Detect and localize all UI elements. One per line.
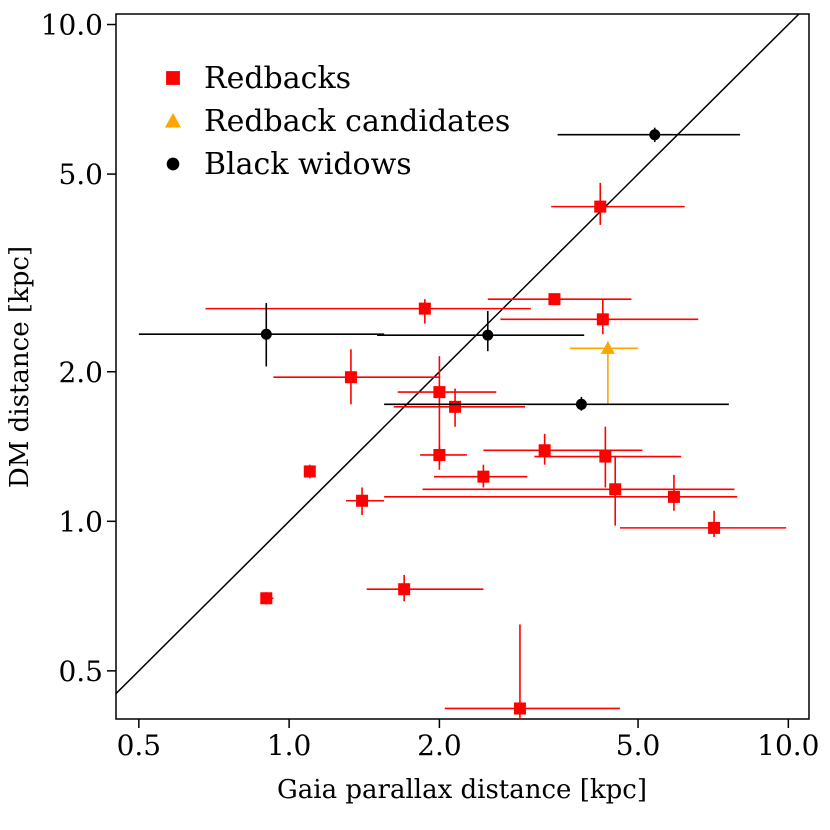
legend-marker: [166, 71, 180, 85]
redback-point: [596, 313, 609, 326]
redback-point: [344, 371, 357, 384]
redback-point: [303, 465, 316, 478]
y-tick-label: 5.0: [58, 158, 103, 191]
redback-point: [398, 583, 411, 596]
redback-point: [538, 444, 551, 457]
redback-point: [513, 702, 526, 715]
redback-point: [477, 470, 490, 483]
legend-label: Redbacks: [204, 61, 351, 96]
x-tick-label: 10.0: [757, 729, 819, 762]
legend-marker: [166, 157, 180, 171]
x-axis-label: Gaia parallax distance [kpc]: [277, 775, 647, 805]
black-widow-point: [482, 329, 494, 341]
x-tick-label: 0.5: [117, 729, 162, 762]
black-widow-point: [260, 328, 272, 340]
redback-point: [433, 448, 446, 461]
y-tick-label: 2.0: [58, 356, 103, 389]
x-tick-label: 2.0: [417, 729, 462, 762]
data-marks: [116, 14, 800, 719]
redback-point: [260, 592, 273, 605]
y-tick-label: 10.0: [41, 9, 103, 42]
legend-label: Redback candidates: [204, 104, 510, 139]
redback-point: [667, 490, 680, 503]
legend: Redbacks Redback candidates Black widows: [164, 61, 510, 182]
redback-point: [449, 400, 462, 413]
black-widow-point: [575, 398, 587, 410]
redback-point: [418, 302, 431, 315]
redback-candidate-point: [600, 341, 615, 354]
x-axis-ticks: 0.5 1.0 2.0 5.0 10.0: [117, 719, 820, 762]
black-widow-point: [649, 129, 661, 141]
one-to-one-line: [116, 14, 800, 695]
y-tick-label: 1.0: [58, 505, 103, 538]
x-tick-label: 1.0: [267, 729, 312, 762]
redback-point: [356, 494, 369, 507]
plot-frame: [115, 13, 810, 720]
y-axis-label: DM distance [kpc]: [5, 246, 35, 488]
y-axis-ticks: 0.5 1.0 2.0 5.0 10.0: [41, 9, 116, 688]
redback-point: [433, 386, 446, 399]
redback-point: [708, 521, 721, 534]
y-tick-label: 0.5: [58, 655, 103, 688]
redback-point: [609, 483, 622, 496]
redback-point: [594, 200, 607, 213]
x-tick-label: 5.0: [616, 729, 661, 762]
legend-label: Black widows: [204, 147, 412, 182]
redback-point: [548, 293, 561, 306]
legend-marker: [164, 112, 182, 128]
redback-point: [599, 450, 612, 463]
